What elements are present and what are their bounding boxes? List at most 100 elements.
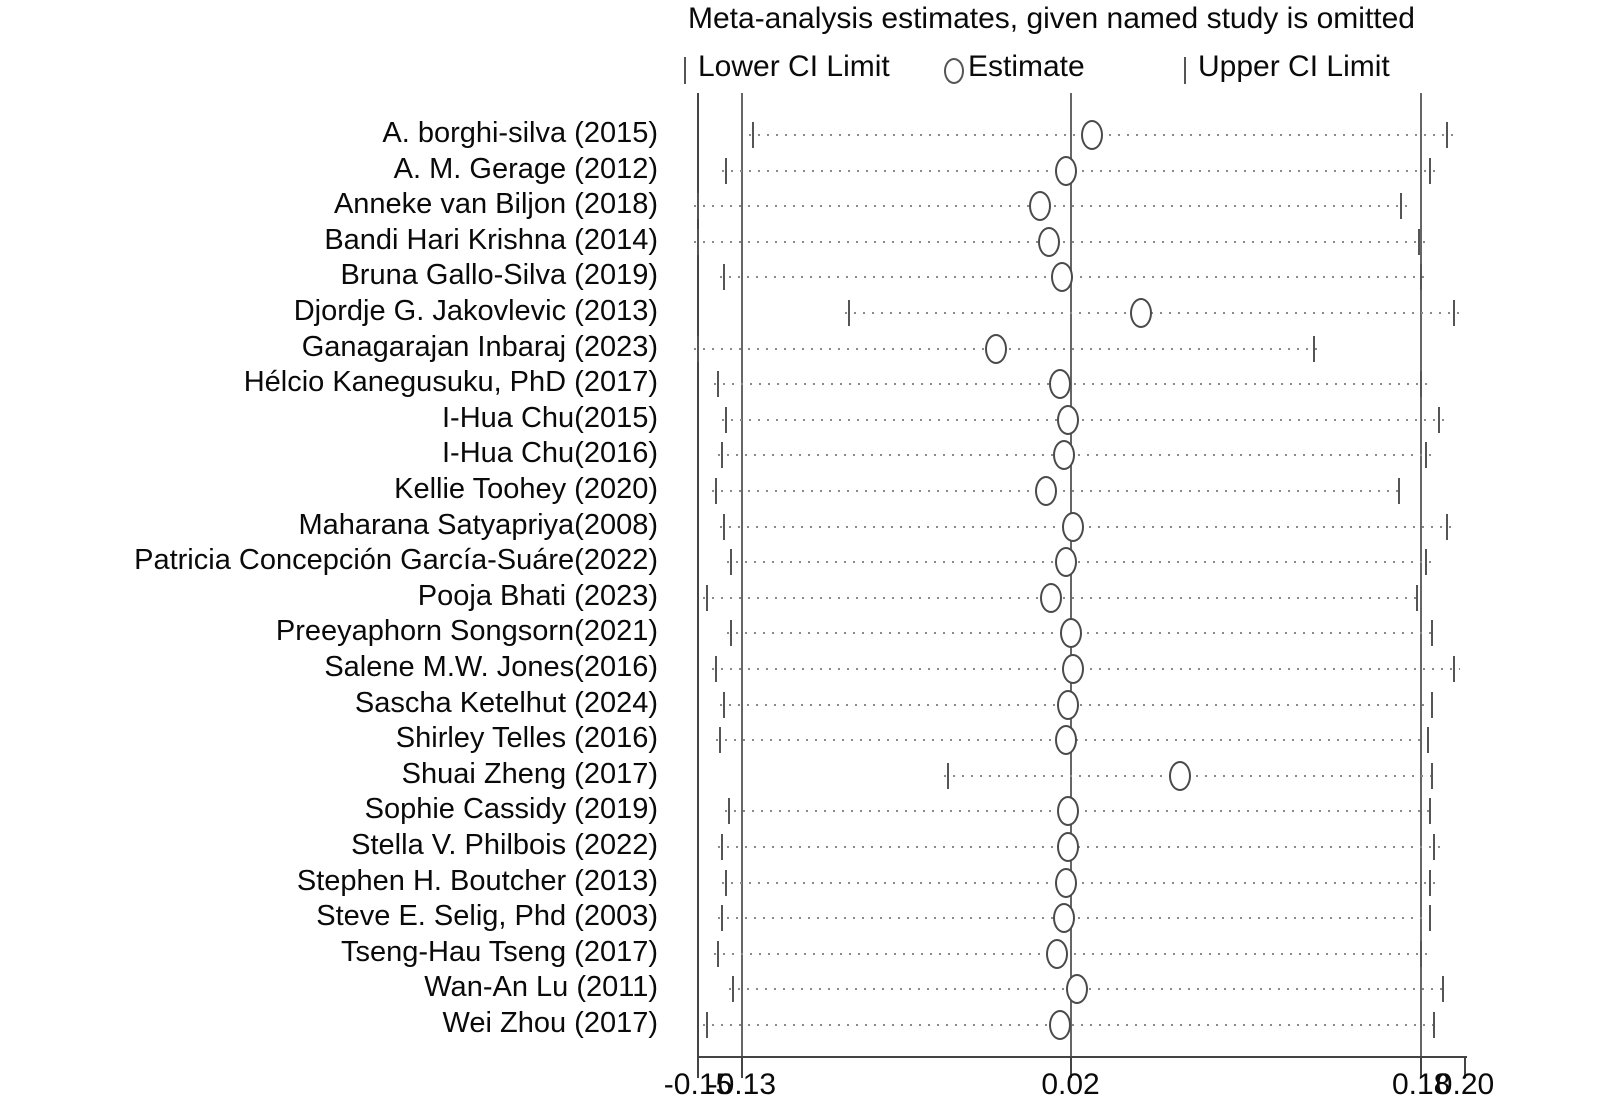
- ci-lower-marker: [705, 1012, 708, 1038]
- ci-upper-marker: [1415, 584, 1418, 611]
- estimate-circle: [1081, 120, 1104, 150]
- ci-lower-marker: [725, 869, 728, 896]
- ci-upper-marker: [1428, 157, 1431, 184]
- ci-upper-marker: [1431, 620, 1434, 647]
- estimate-circle: [1039, 582, 1062, 613]
- x-axis-tick: [697, 1056, 699, 1078]
- study-label: Steve E. Selig, Phd (2003): [316, 900, 658, 933]
- ci-upper-marker: [1453, 300, 1456, 326]
- estimate-circle: [1061, 511, 1084, 542]
- ci-lower-marker: [729, 549, 732, 576]
- ci-upper-marker: [1400, 193, 1403, 220]
- ci-lower-marker: [721, 905, 724, 932]
- ci-dotted-line: [702, 596, 1423, 599]
- ci-upper-marker: [1420, 264, 1423, 291]
- study-label: Shuai Zheng (2017): [401, 757, 658, 790]
- study-label: Ganagarajan Inbaraj (2023): [301, 330, 658, 363]
- ci-lower-marker: [718, 727, 721, 754]
- study-label: Preeyaphorn Songsorn(2021): [275, 615, 658, 648]
- estimate-circle: [1055, 155, 1078, 186]
- estimate-circle: [1129, 298, 1152, 328]
- ci-lower-marker: [725, 406, 728, 433]
- x-axis-tick-label: 0.02: [1041, 1068, 1100, 1101]
- estimate-circle: [1057, 689, 1080, 720]
- estimate-circle: [1052, 903, 1075, 934]
- ci-dotted-line: [720, 703, 1439, 706]
- ci-lower-marker: [727, 798, 730, 825]
- ci-lower-marker: [721, 834, 724, 860]
- ci-upper-marker: [1420, 371, 1423, 398]
- ci-dotted-line: [729, 988, 1450, 991]
- x-axis-tick: [1420, 1056, 1423, 1078]
- study-label: Bandi Hari Krishna (2014): [324, 223, 658, 256]
- ci-dotted-line: [722, 418, 1445, 421]
- ci-lower-marker: [716, 940, 719, 967]
- ci-dotted-line: [713, 952, 1428, 955]
- study-label: I-Hua Chu(2016): [442, 437, 658, 470]
- ci-lower-marker: [723, 513, 726, 540]
- study-label: Maharana Satyapriya(2008): [298, 508, 658, 541]
- ci-dotted-line: [718, 917, 1436, 920]
- ci-dotted-line: [720, 525, 1454, 528]
- ci-lower-marker: [705, 584, 708, 611]
- estimate-circle: [1057, 832, 1080, 862]
- estimate-circle: [1061, 654, 1084, 684]
- ci-lower-marker: [732, 976, 735, 1003]
- study-label: Stella V. Philbois (2022): [351, 829, 658, 861]
- study-label: Salene M.W. Jones(2016): [324, 651, 658, 683]
- study-label: Patricia Concepción García-Suáre(2022): [134, 544, 658, 577]
- study-label: A. borghi-silva (2015): [382, 117, 658, 149]
- ci-upper-marker: [1431, 691, 1434, 718]
- study-label: Kellie Toohey (2020): [394, 473, 658, 505]
- x-axis-tick-label: -0.15: [663, 1068, 733, 1101]
- ci-lower-marker: [697, 193, 699, 220]
- ci-lower-marker: [697, 228, 699, 255]
- ci-dotted-line: [726, 561, 1432, 564]
- x-axis-tick-label: 0.20: [1435, 1068, 1495, 1101]
- study-label: I-Hua Chu(2015): [442, 401, 658, 434]
- ci-upper-marker: [1433, 834, 1436, 860]
- estimate-circle: [1048, 1010, 1071, 1040]
- study-label: Djordje G. Jakovlevic (2013): [293, 295, 658, 327]
- estimate-circle: [1048, 369, 1071, 400]
- ci-dotted-line: [722, 169, 1436, 172]
- ci-upper-marker: [1428, 798, 1431, 825]
- x-axis-tick: [1464, 1056, 1466, 1078]
- ci-lower-marker: [723, 264, 726, 291]
- estimate-circle: [1057, 404, 1080, 435]
- ci-lower-marker: [723, 691, 726, 718]
- y-axis-left-border: [697, 93, 699, 1057]
- ci-lower-marker: [721, 442, 724, 469]
- ci-dotted-line: [726, 632, 1439, 635]
- ci-upper-marker: [1398, 478, 1401, 504]
- x-axis-tick: [1069, 1056, 1072, 1078]
- ci-dotted-line: [724, 810, 1436, 813]
- ci-upper-marker: [1446, 122, 1449, 148]
- ci-dotted-line: [722, 881, 1436, 884]
- study-label: Anneke van Biljon (2018): [333, 188, 658, 221]
- overall-upper-ci-line: [1420, 93, 1423, 1057]
- x-axis-tick-label: -0.13: [707, 1068, 777, 1101]
- chart-title: Meta-analysis estimates, given named stu…: [688, 2, 1415, 35]
- ci-upper-marker: [1433, 1012, 1436, 1038]
- ci-upper-marker: [1420, 940, 1423, 967]
- study-label: Pooja Bhati (2023): [417, 579, 658, 612]
- estimate-circle: [1028, 191, 1051, 222]
- estimate-circle: [1052, 440, 1075, 471]
- estimate-circle: [1057, 796, 1080, 827]
- overall-lower-ci-line: [740, 93, 743, 1057]
- ci-upper-marker: [1428, 869, 1431, 896]
- study-label: Bruna Gallo-Silva (2019): [340, 259, 658, 292]
- legend-estimate-label: Estimate: [968, 50, 1085, 83]
- ci-upper-marker: [1437, 406, 1440, 433]
- ci-lower-marker: [725, 157, 728, 184]
- ci-upper-marker: [1424, 549, 1427, 576]
- study-label: Sascha Ketelhut (2024): [354, 686, 658, 719]
- ci-upper-marker: [1428, 905, 1431, 932]
- estimate-circle: [1046, 938, 1069, 969]
- ci-upper-marker: [1312, 335, 1315, 362]
- legend-upper-ci-label: Upper CI Limit: [1198, 50, 1390, 83]
- study-label: Sophie Cassidy (2019): [364, 793, 658, 826]
- ci-dotted-line: [702, 1024, 1441, 1026]
